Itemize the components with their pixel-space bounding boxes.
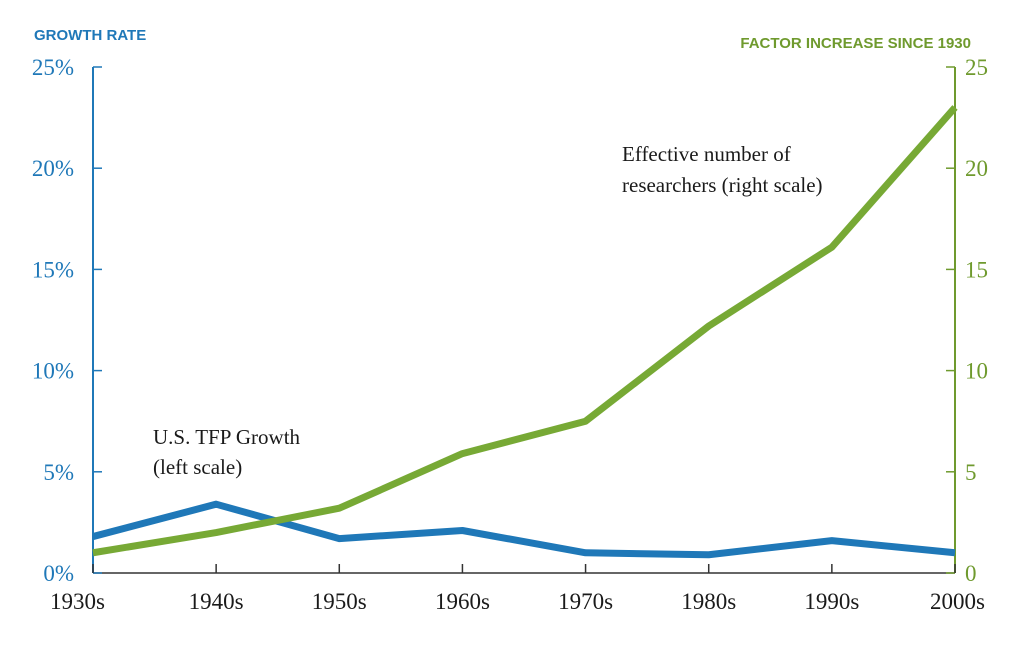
right-tick-label: 15: [965, 257, 988, 282]
left-axis-ticks: 0% 5% 10% 15% 20% 25%: [32, 55, 102, 586]
x-tick-label: 1940s: [189, 589, 244, 614]
x-tick-label: 1930s: [50, 589, 105, 614]
right-tick-label: 5: [965, 460, 977, 485]
series-lines: [92, 105, 958, 559]
right-axis-ticks: 0 5 10 15 20 25: [946, 55, 988, 586]
researchers-line: [92, 105, 958, 557]
left-axis-title: GROWTH RATE: [34, 27, 146, 44]
left-tick-label: 20%: [32, 156, 74, 181]
x-tick-label: 1980s: [681, 589, 736, 614]
right-tick-label: 25: [965, 55, 988, 80]
x-tick-label: 1950s: [312, 589, 367, 614]
right-axis-title: FACTOR INCREASE SINCE 1930: [740, 35, 971, 52]
left-tick-label: 10%: [32, 359, 74, 384]
x-tick-label: 2000s: [930, 589, 985, 614]
left-tick-label: 5%: [43, 460, 74, 485]
researchers-annotation-line-2: researchers (right scale): [622, 173, 823, 197]
tfp-annotation-line-2: (left scale): [153, 455, 242, 479]
left-tick-label: 25%: [32, 55, 74, 80]
x-tick-label: 1990s: [804, 589, 859, 614]
right-tick-label: 0: [965, 561, 977, 586]
left-tick-label: 15%: [32, 257, 74, 282]
researchers-annotation-line-1: Effective number of: [622, 142, 791, 166]
x-tick-label: 1970s: [558, 589, 613, 614]
tfp-annotation-line-1: U.S. TFP Growth: [153, 425, 301, 449]
x-tick-label: 1960s: [435, 589, 490, 614]
tfp-growth-line: [92, 500, 956, 559]
x-axis-ticks: 1930s 1940s 1950s 1960s 1970s 1980s 1990s 2000s: [50, 564, 985, 614]
right-tick-label: 20: [965, 156, 988, 181]
right-tick-label: 10: [965, 359, 988, 384]
left-tick-label: 0%: [43, 561, 74, 586]
